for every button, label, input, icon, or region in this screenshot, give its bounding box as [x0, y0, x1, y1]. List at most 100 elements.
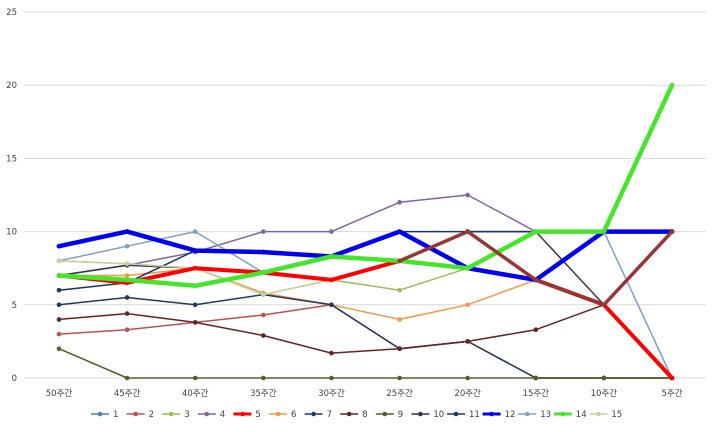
x-tick-label: 20주간: [454, 388, 481, 399]
legend-item: 9: [375, 410, 403, 420]
data-point: [124, 327, 130, 332]
legend-item: 5: [233, 410, 261, 420]
data-point: [465, 192, 470, 198]
data-point: [533, 375, 539, 381]
series-line: [58, 230, 673, 354]
data-point: [533, 229, 539, 234]
legend-marker: [524, 411, 530, 417]
x-tick-label: 5주간: [661, 388, 682, 399]
legend-label: 1: [113, 410, 118, 420]
series-line: [58, 304, 673, 379]
data-point: [192, 320, 198, 325]
legend-marker: [382, 411, 388, 417]
legend-item: 14: [553, 410, 587, 420]
x-tick-label: 25주간: [386, 388, 413, 399]
data-point: [329, 350, 334, 356]
legend-marker: [275, 411, 281, 417]
legend-marker: [133, 411, 138, 417]
legend-item: 12: [482, 410, 515, 420]
legend-marker: [560, 411, 566, 417]
data-point: [124, 243, 130, 249]
legend-marker: [453, 411, 459, 417]
data-point: [124, 277, 130, 283]
data-point: [192, 283, 198, 289]
legend-label: 9: [398, 410, 403, 420]
legend-label: 4: [220, 410, 225, 420]
data-point: [192, 265, 198, 271]
legend-item: 6: [269, 410, 296, 420]
y-tick-label: 5: [12, 301, 17, 311]
data-point: [329, 254, 334, 259]
legend-item: 7: [304, 410, 332, 420]
legend-marker: [168, 411, 174, 417]
data-point: [124, 311, 130, 316]
data-point: [192, 248, 198, 253]
data-point: [329, 229, 334, 234]
data-point: [192, 375, 198, 381]
data-point: [56, 287, 62, 293]
series-12: [56, 229, 675, 283]
series-line: [58, 194, 673, 277]
legend-marker: [489, 411, 494, 417]
data-point: [465, 375, 470, 381]
data-point: [192, 229, 198, 234]
data-point: [465, 339, 470, 344]
data-point: [533, 327, 539, 332]
data-point: [397, 200, 402, 205]
x-tick-label: 45주간: [114, 388, 141, 399]
y-tick-label: 25: [6, 8, 17, 18]
legend-item: 11: [447, 410, 480, 420]
legend-label: 2: [149, 410, 154, 420]
y-tick-label: 15: [6, 154, 17, 164]
data-point: [397, 287, 402, 293]
data-point: [56, 317, 62, 322]
legend-label: 3: [184, 410, 189, 420]
series-9: [56, 346, 675, 381]
data-point: [397, 258, 402, 264]
data-point: [192, 302, 198, 308]
series-15: [56, 82, 675, 297]
x-axis-ticks: 50주간 45주간 40주간 35주간 30주간 25주간 20주간 15주간 10주간 5주간: [46, 388, 683, 399]
series-line: [397, 229, 674, 307]
legend-label: 8: [362, 410, 367, 420]
legend-item: 2: [126, 410, 154, 420]
legend-marker: [346, 411, 352, 417]
data-point: [601, 229, 607, 234]
data-point: [124, 295, 130, 300]
legend-item: 15: [589, 410, 622, 420]
series-line: [58, 293, 673, 379]
data-point: [261, 270, 266, 275]
data-point: [56, 273, 62, 278]
data-point: [124, 229, 130, 234]
legend-item: 3: [162, 410, 190, 420]
legend-marker: [204, 411, 210, 417]
x-tick-label: 15주간: [523, 388, 550, 399]
data-point: [601, 302, 607, 308]
data-point: [56, 258, 62, 264]
data-point: [261, 292, 266, 297]
series-line: [56, 82, 675, 289]
x-tick-label: 35주간: [250, 388, 277, 399]
data-point: [397, 346, 402, 352]
y-tick-label: 20: [6, 81, 17, 91]
series-line: [56, 229, 675, 283]
data-point: [669, 375, 675, 381]
gridlines: [24, 11, 706, 379]
legend-marker: [311, 411, 316, 417]
legend-label: 10: [433, 410, 444, 420]
x-tick-label: 40주간: [182, 388, 209, 399]
data-point: [124, 375, 130, 381]
legend-marker: [97, 411, 103, 417]
series-5: [56, 258, 675, 381]
data-point: [56, 331, 62, 337]
legend-label: 7: [327, 410, 332, 420]
data-point: [261, 229, 266, 234]
legend-label: 13: [540, 410, 551, 420]
legend: 1 2 3 4 5 6 7 8 9 10 11 12 13 14 15: [91, 410, 622, 420]
legend-label: 11: [469, 410, 480, 420]
y-tick-label: 0: [12, 374, 17, 384]
series-14: [56, 82, 675, 289]
data-point: [329, 302, 334, 308]
